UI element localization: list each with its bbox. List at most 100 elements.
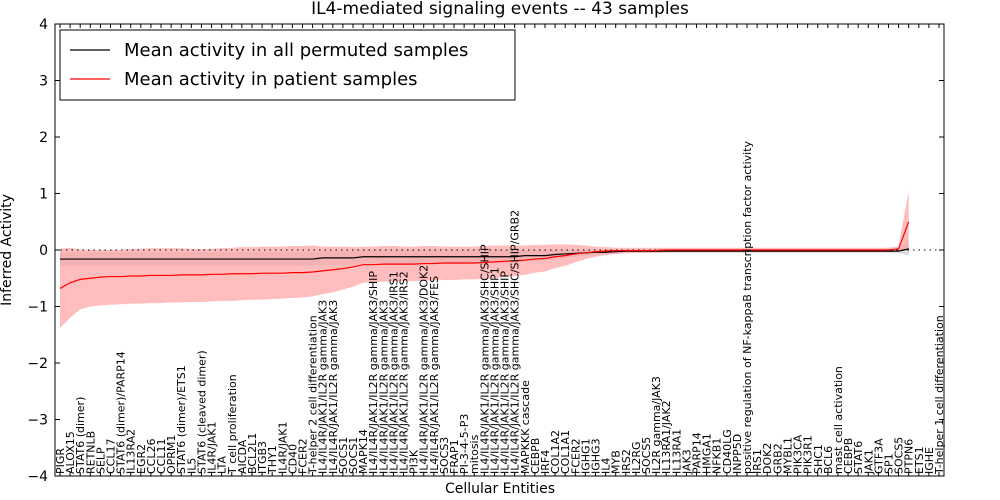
category-label: PIK3R1	[802, 435, 815, 474]
category-label: ETS1	[913, 446, 926, 474]
category-label: IL13RA1/JAK2	[660, 400, 673, 474]
category-label: PARP14	[691, 432, 704, 474]
category-label: DOK2	[761, 443, 774, 474]
category-label: BCL2L1	[246, 433, 259, 474]
category-label: CEBPB	[842, 438, 855, 474]
category-label: PI-3-4-5-P3	[458, 414, 471, 474]
category-label: MAPKKK cascade	[519, 380, 532, 474]
category-label: IGHG1	[579, 438, 592, 474]
category-label: IL4/IL4R/JAK1/IL2R gamma/JAK3/SHP1	[488, 267, 501, 474]
category-label: mitosis	[468, 434, 481, 474]
category-label: MYB	[610, 450, 623, 474]
chart-title: IL4-mediated signaling events -- 43 samp…	[311, 0, 689, 19]
category-label: COL1A2	[549, 430, 562, 474]
category-label: AICDA	[236, 439, 249, 474]
category-label: JAK1	[862, 449, 875, 475]
category-label: PTPN6	[903, 439, 916, 474]
category-label: MYBL1	[781, 437, 794, 474]
category-label: IL4R/JAK1	[276, 421, 289, 474]
category-label: IL4/IL4R/JAK1/IL2R gamma/JAK3	[327, 300, 340, 474]
category-label: STAT6 (dimer)/PARP14	[115, 351, 128, 474]
category-label: IL13RA2	[125, 429, 138, 474]
category-label: IL4/IL4R/JAK1/IL2R gamma/JAK3/SHIP	[367, 271, 380, 474]
category-label: STAT6 (cleaved dimer)	[195, 350, 208, 474]
plot-frame	[54, 23, 945, 477]
category-label: FCER2	[296, 438, 309, 474]
patient-band	[60, 190, 909, 328]
category-label: SOCS5	[640, 437, 653, 474]
category-label: CD40	[286, 444, 299, 474]
category-label: IL4/IL4R/JAK1/IL2R gamma/JAK3	[377, 300, 390, 474]
category-label: IL4	[600, 458, 613, 474]
category-label: CCL17	[105, 439, 118, 475]
category-label: JAK3	[680, 449, 693, 475]
category-label: IL4R/JAK1	[206, 421, 219, 474]
category-label: HMGA1	[701, 433, 714, 474]
category-label: IL4/IL4R/JAK1/IL2R gamma/JAK3/SHC/SHIP	[478, 244, 491, 474]
category-label: IRS1	[751, 449, 764, 474]
y-tick-label: −1	[27, 300, 48, 316]
category-label: ALOX15	[64, 431, 77, 474]
y-tick-label: −3	[27, 413, 48, 429]
category-label: SP1	[882, 453, 895, 474]
category-label: OPRM1	[165, 435, 178, 474]
category-label: IL4/IL4R/JAK1/IL2R gamma/JAK3/SHC/SHIP/G…	[509, 210, 522, 474]
category-label: SOCS5	[893, 437, 906, 474]
category-label: IL2RG	[630, 441, 643, 474]
category-label: IL13RA1	[670, 429, 683, 474]
category-label: IL4/IL4R/JAK1/IL2R gamma/JAK3/FES	[428, 276, 441, 474]
category-label: IRF4	[539, 450, 552, 474]
x-axis-label: Cellular Entities	[445, 481, 555, 497]
category-label: STAT6 (dimer)/ETS1	[175, 365, 188, 474]
y-axis-label: Inferred Activity	[0, 194, 15, 306]
category-label: mast cell activation	[832, 366, 845, 474]
category-label: MAPK14	[357, 429, 370, 474]
category-label: NFKB1	[711, 438, 724, 474]
category-label: THY1	[266, 445, 279, 475]
category-label: STAT6 (dimer)	[74, 397, 87, 474]
category-label: SELP	[94, 447, 107, 474]
category-label: SOCS3	[438, 437, 451, 474]
y-tick-label: −2	[27, 356, 48, 372]
category-label: PI3K	[408, 449, 421, 474]
category-label: IL2R gamma/JAK3	[650, 376, 663, 474]
category-label: positive regulation of NF-kappaB transcr…	[741, 140, 754, 474]
category-label: IL4/IL4R/JAK1/IL2R gamma/JAK3	[317, 300, 330, 474]
category-label: FCER2	[569, 438, 582, 474]
category-label: IRS2	[620, 449, 633, 474]
category-label: STAT6	[852, 441, 865, 474]
category-label: INPP5D	[731, 434, 744, 474]
category-label: SHC1	[812, 444, 825, 474]
category-label: FRAP1	[448, 439, 461, 474]
category-label: IL5	[185, 458, 198, 474]
legend-box	[59, 29, 516, 101]
category-label: COL1A1	[559, 430, 572, 474]
category-label: GTF3A	[872, 438, 885, 474]
category-label: CCL11	[155, 439, 168, 475]
x-axis-ticks	[59, 24, 940, 476]
category-label: IL4/IL4R/JAK1/IL2R gamma/JAK3/DOK2	[418, 265, 431, 474]
category-label: GRB2	[771, 443, 784, 474]
category-label: RETNLB	[84, 431, 97, 474]
y-tick-label: 2	[39, 130, 48, 146]
legend-label-patient: Mean activity in patient samples	[124, 69, 418, 90]
category-label: ITGB3	[256, 441, 269, 474]
y-tick-label: 4	[39, 17, 48, 33]
category-label: IL4/IL4R/JAK1/IL2R gamma/JAK3/SHIP	[499, 271, 512, 474]
category-label: T-helper 2 cell differentiation	[307, 315, 320, 475]
category-label: IL4/IL4R/JAK1/IL2R gamma/JAK3/IRS1	[387, 271, 400, 474]
category-label: CD40LG	[721, 429, 734, 474]
permuted-mean-line	[60, 248, 909, 260]
category-label: PIK3CA	[792, 434, 805, 474]
category-label: SOCS1	[347, 437, 360, 474]
y-tick-label: 0	[39, 243, 48, 259]
series-lines	[59, 221, 910, 289]
category-label: IGHG3	[589, 438, 602, 474]
category-label: BCL6	[822, 446, 835, 474]
category-label: IGHE	[923, 447, 936, 474]
legend-label-permuted: Mean activity in all permuted samples	[124, 40, 468, 61]
legend: Mean activity in all permuted samples Me…	[59, 29, 516, 101]
y-tick-label: 1	[39, 187, 48, 203]
